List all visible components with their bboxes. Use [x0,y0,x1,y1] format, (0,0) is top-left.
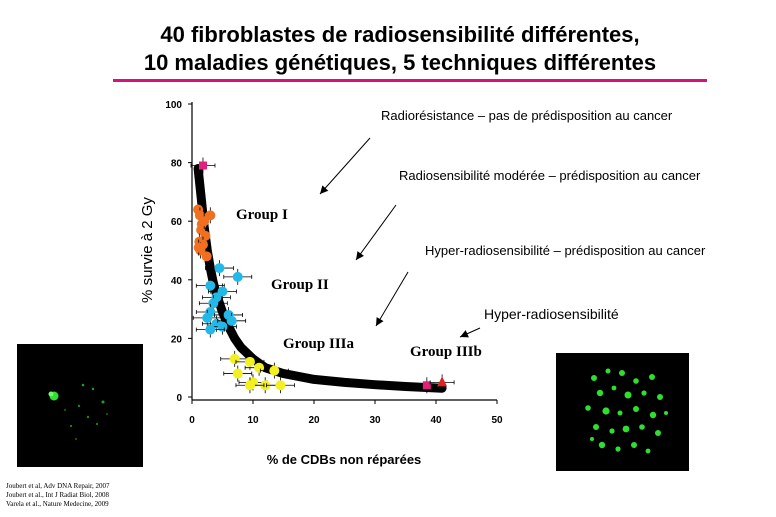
data-point [205,280,216,291]
x-tick-label: 10 [247,415,259,426]
y-tick-label: 60 [171,217,183,228]
data-point [202,312,213,323]
arrow-head [460,330,469,338]
y-tick-label: 40 [171,276,183,287]
annotations: Group I Group II Group IIIa Group IIIb Radio… [236,108,706,360]
trend-curve [193,164,447,393]
arrow-line [355,204,397,261]
annotation-label: Group IIIb [410,344,482,360]
title-underline [113,79,707,82]
arrow-head [376,317,384,326]
data-point [437,376,448,387]
x-tick-label: 40 [430,415,442,426]
data-point [208,298,219,309]
reference-1: Joubert et al, Adv DNA Repair, 2007 [6,482,110,490]
cell-image-left-svg [48,383,108,440]
x-tick-label: 0 [189,415,195,426]
arrow-head [356,251,364,260]
data-point [214,263,225,274]
reference-3: Varela et al., Nature Medecine, 2009 [6,500,109,508]
title-line-1: 40 fibroblastes de radiosensibilité diff… [160,22,640,47]
annotation-label: Hyper-radiosensibilité – prédisposition … [425,243,706,258]
data-point [254,362,265,373]
annotation-label: Group I [236,207,288,223]
x-tick-label: 50 [491,415,503,426]
annotation-label: Radiorésistance – pas de prédisposition … [381,108,673,123]
data-point [193,242,204,253]
chart-axes: 0 10 20 30 40 50 0 20 40 60 80 100 % de CDBs non rép… [139,100,503,467]
y-axis-label: % survie à 2 Gy [139,197,156,303]
data-point [422,381,431,390]
data-point [260,380,271,391]
data-point [217,321,228,332]
data-point [229,353,240,364]
y-tick-label: 80 [171,159,183,170]
data-point [244,380,255,391]
arrow-head [320,185,329,194]
x-axis-label: % de CDBs non réparées [267,452,422,467]
data-point [244,356,255,367]
y-tick-label: 100 [165,100,182,111]
cell-image-left [17,344,143,467]
data-point [232,368,243,379]
data-point [269,365,280,376]
data-point [205,210,216,221]
cell-image-right [556,353,689,471]
annotation-label: Hyper-radiosensibilité [484,306,619,322]
annotation-label: Radiosensibilité modérée – prédispositio… [399,168,701,183]
data-point [205,324,216,335]
data-point [275,380,286,391]
references: Joubert et al, Adv DNA Repair, 2007 Joub… [6,482,110,509]
y-tick-label: 0 [176,393,182,404]
title-line-2: 10 maladies génétiques, 5 techniques dif… [143,50,657,75]
annotation-label: Group IIIa [283,336,355,352]
annotation-label: Group II [271,277,329,293]
arrow-line [375,271,409,327]
data-point [198,161,207,170]
cell-image-right-svg [585,368,668,454]
reference-2: Joubert et al., Int J Radiat Biol, 2008 [6,491,110,499]
x-tick-label: 20 [308,415,320,426]
data-points [190,157,455,394]
y-tick-label: 20 [171,334,183,345]
x-tick-label: 30 [369,415,381,426]
data-point [201,251,212,262]
data-point [226,315,237,326]
arrow-line [319,137,371,195]
data-point [232,271,243,282]
